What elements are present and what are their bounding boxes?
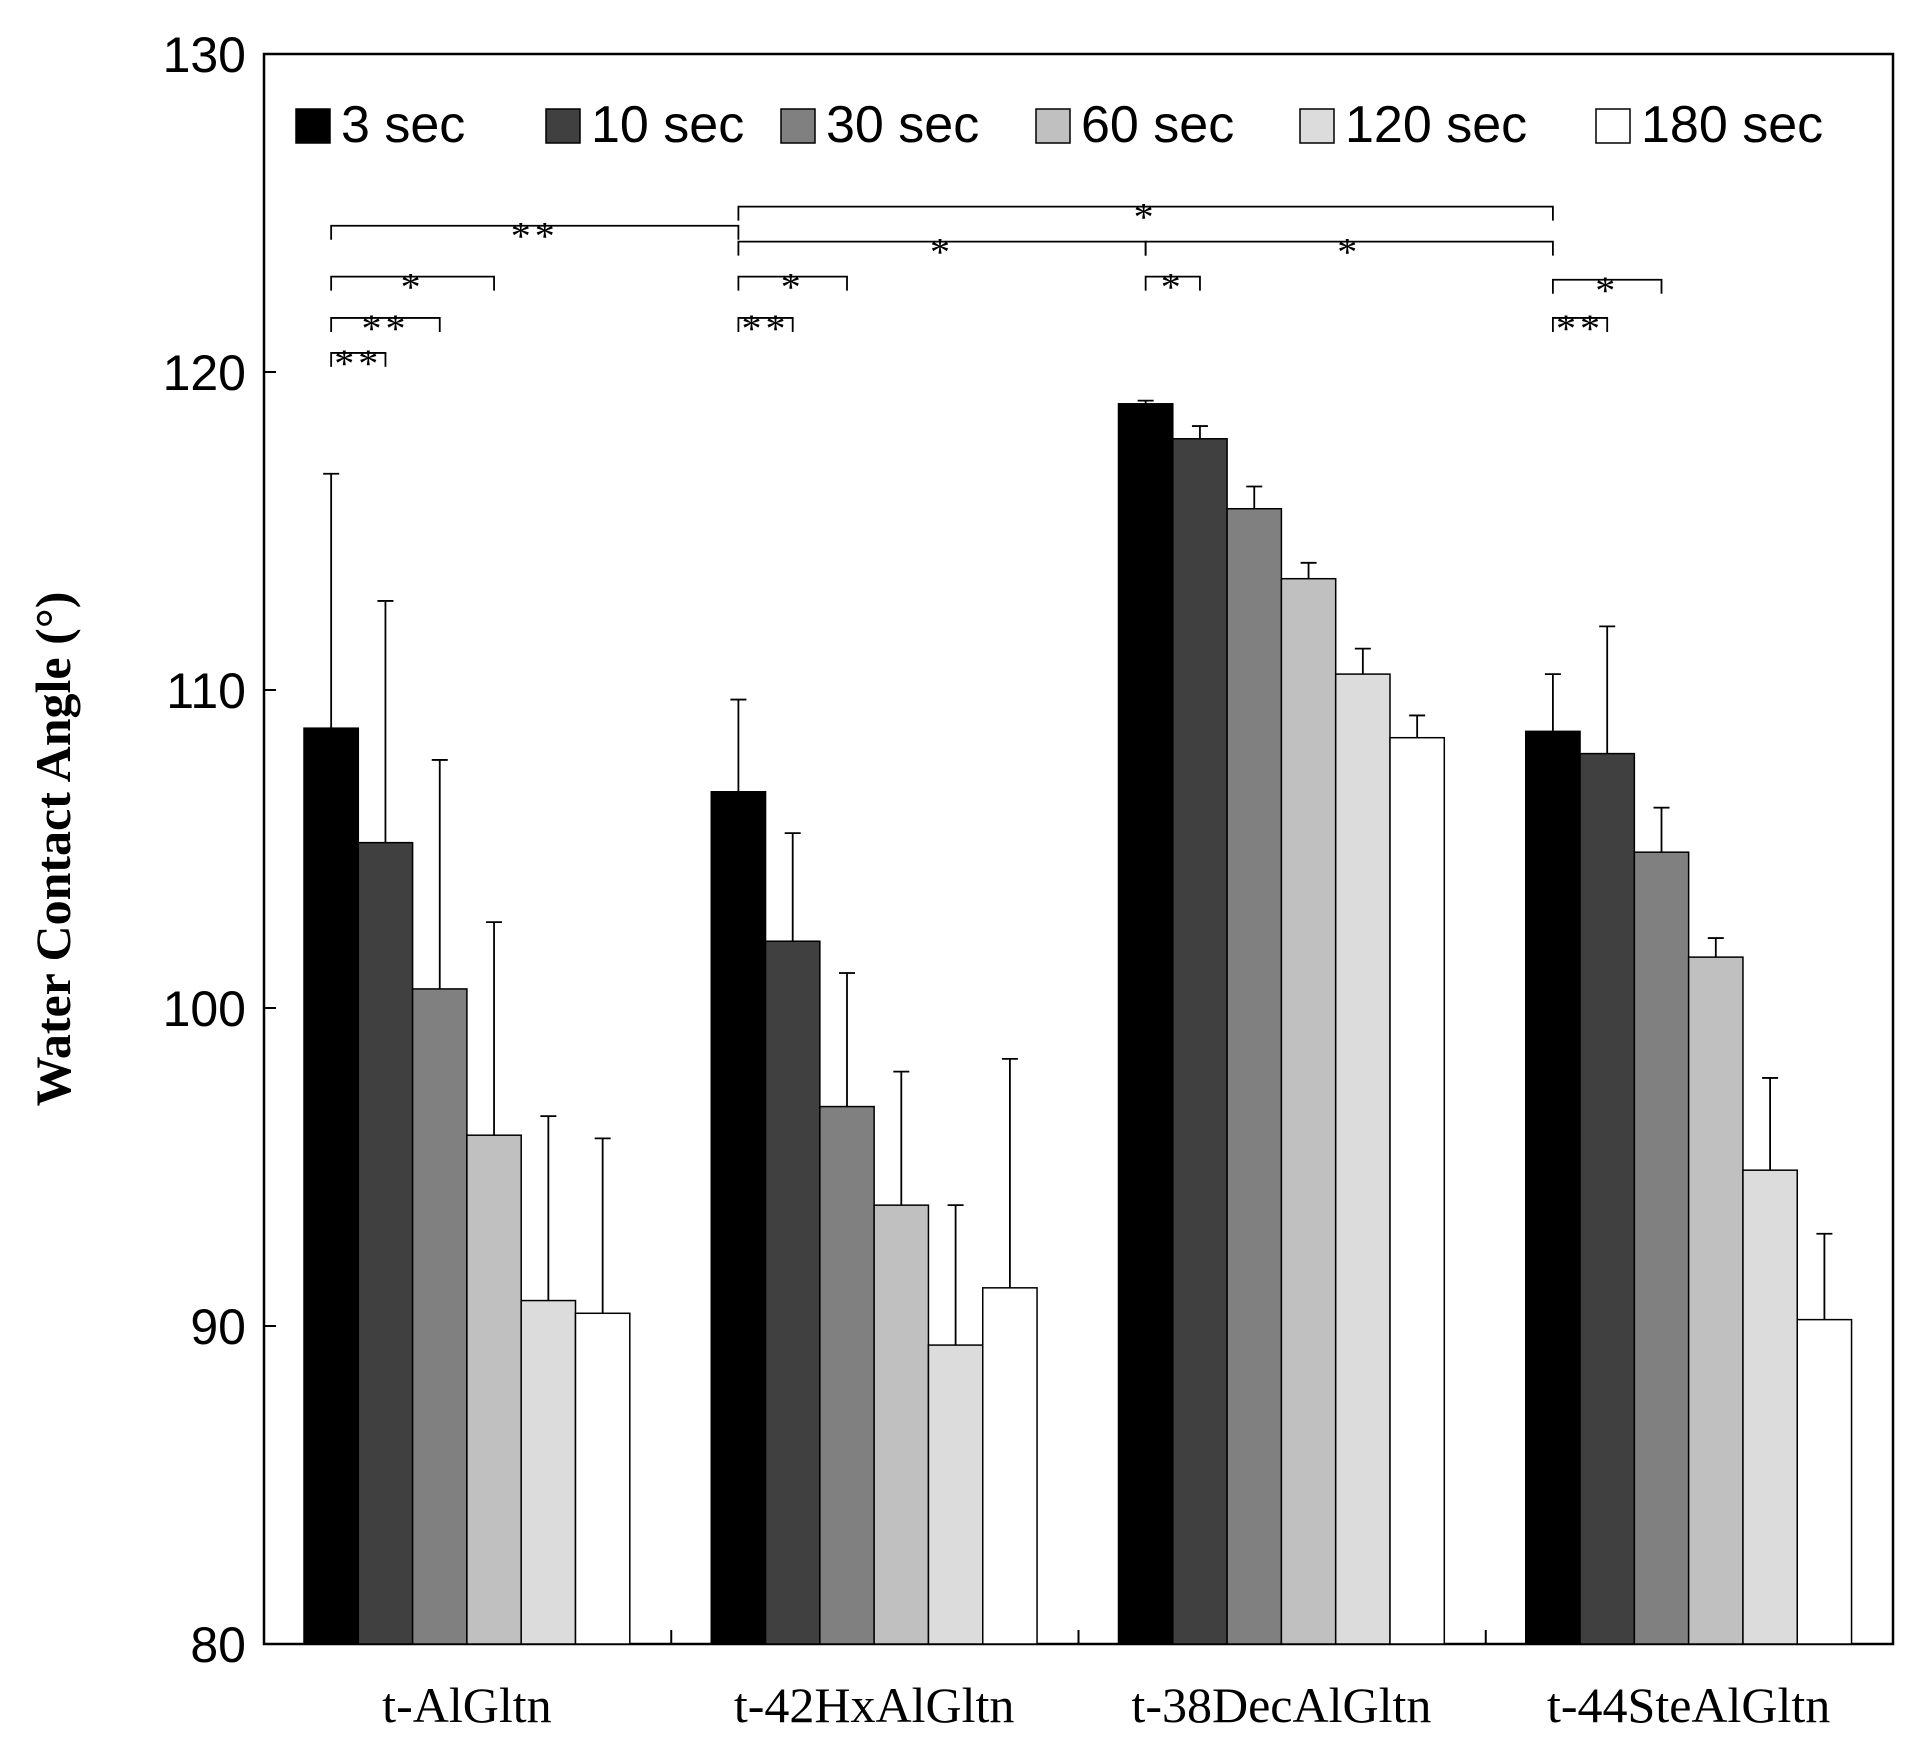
x-tick-label: t-42HxAlGltn <box>734 1677 1015 1733</box>
legend-label: 3 sec <box>341 96 465 154</box>
significance-bracket <box>737 205 1554 221</box>
significance-brackets: ********* ***** *** <box>330 195 1663 386</box>
significance-label: ** <box>511 214 559 259</box>
x-axis: t-AlGltn t-42HxAlGltn t-38DecAlGltn t-44Ste… <box>382 1630 1830 1733</box>
significance-label: * <box>1134 195 1158 240</box>
significance-label: * <box>930 230 954 275</box>
significance-bracket <box>737 275 848 291</box>
legend-label: 60 sec <box>1081 96 1234 154</box>
x-tick-label: t-44SteAlGltn <box>1547 1677 1830 1733</box>
y-axis-label: Water Contact Angle (°) <box>25 592 81 1107</box>
significance-label: ** <box>742 306 790 351</box>
significance-label: ** <box>1556 306 1604 351</box>
bar <box>466 1134 522 1645</box>
bar <box>357 841 414 1645</box>
significance-bracket <box>1552 278 1663 294</box>
error-bars <box>323 399 1833 1346</box>
bars <box>303 403 1853 1645</box>
bar <box>1117 403 1174 1645</box>
bar <box>1633 851 1690 1645</box>
bar <box>520 1299 577 1645</box>
y-tick-label: 80 <box>190 1617 246 1673</box>
bar <box>1280 577 1337 1645</box>
bar <box>1579 752 1636 1645</box>
significance-bracket <box>330 224 740 240</box>
y-tick-label: 130 <box>163 27 246 83</box>
significance-bracket <box>1144 275 1201 291</box>
significance-label: ** <box>361 306 409 351</box>
significance-label: * <box>1595 268 1619 313</box>
bar <box>1796 1318 1853 1645</box>
legend-swatch <box>1299 108 1335 144</box>
legend-swatch <box>295 108 331 144</box>
bar <box>873 1204 930 1645</box>
bar <box>411 988 468 1645</box>
legend-swatch <box>780 108 816 144</box>
significance-bracket <box>330 317 441 332</box>
bar <box>1687 956 1744 1645</box>
significance-label: * <box>401 265 425 310</box>
bar <box>764 940 821 1645</box>
significance-bracket <box>330 352 387 367</box>
bar <box>303 727 360 1645</box>
legend-label: 10 sec <box>591 96 744 154</box>
bar <box>1525 730 1581 1645</box>
bar <box>1389 736 1446 1645</box>
significance-bracket <box>330 275 495 291</box>
significance-label: * <box>1161 265 1185 310</box>
significance-label: * <box>1337 230 1361 275</box>
bar <box>1742 1169 1798 1645</box>
y-tick-label: 110 <box>166 663 246 719</box>
bar <box>927 1344 984 1645</box>
bar <box>1226 507 1283 1645</box>
legend: 3 sec 10 sec 30 sec 60 sec 120 sec 180 sec <box>295 96 1823 154</box>
bar <box>819 1105 875 1645</box>
x-tick-label: t-AlGltn <box>382 1677 551 1733</box>
legend-swatch <box>1035 108 1071 144</box>
y-tick-label: 90 <box>190 1299 246 1355</box>
y-tick-label: 120 <box>163 345 246 401</box>
significance-label: * <box>781 265 805 310</box>
legend-swatch <box>1595 108 1631 144</box>
bar <box>574 1312 631 1645</box>
legend-label: 30 sec <box>826 96 979 154</box>
y-tick-label: 100 <box>163 981 246 1037</box>
bar <box>1172 438 1228 1645</box>
bar <box>710 791 767 1645</box>
significance-bracket <box>1144 240 1554 256</box>
y-axis: 80 90 100 110 120 130 <box>163 27 276 1673</box>
x-tick-label: t-38DecAlGltn <box>1131 1677 1431 1733</box>
significance-label: ** <box>334 341 382 386</box>
significance-bracket <box>1552 317 1609 332</box>
bar <box>1334 673 1391 1645</box>
significance-bracket <box>737 317 794 332</box>
bar <box>982 1287 1038 1645</box>
legend-label: 120 sec <box>1345 96 1527 154</box>
legend-label: 180 sec <box>1641 96 1823 154</box>
legend-swatch <box>545 108 581 144</box>
